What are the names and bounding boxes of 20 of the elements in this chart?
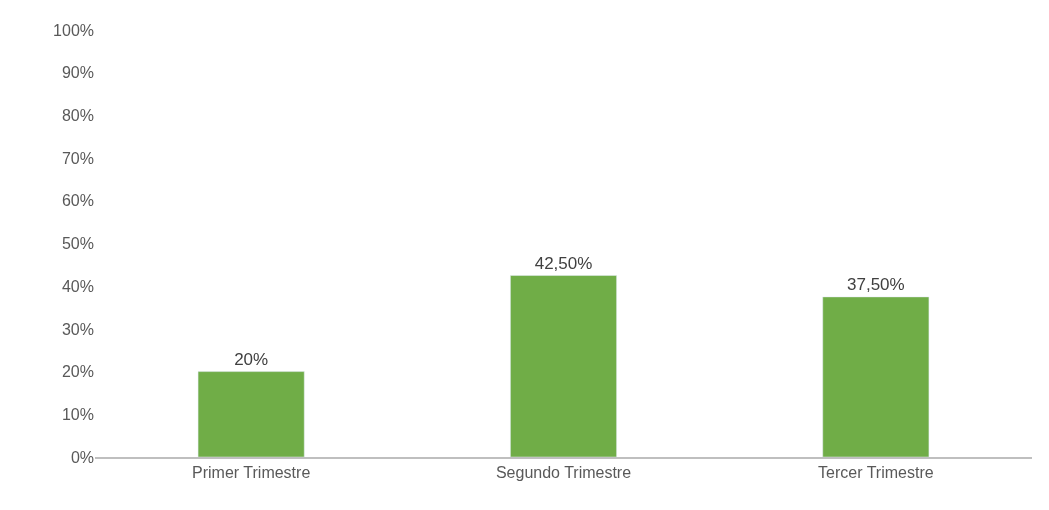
y-tick-label: 10% — [61, 405, 94, 423]
data-label: 42,50% — [534, 253, 593, 273]
x-tick-label: Primer Trimestre — [192, 464, 311, 482]
y-tick-label: 0% — [70, 448, 94, 466]
bar — [822, 296, 930, 457]
y-tick-label: 90% — [61, 64, 94, 82]
y-tick-label: 100% — [53, 21, 94, 39]
y-tick-label: 50% — [61, 235, 94, 253]
bar — [197, 371, 305, 457]
y-tick-label: 80% — [61, 107, 94, 124]
data-label: 20% — [234, 349, 269, 369]
y-tick-label: 70% — [61, 149, 94, 167]
y-tick-label: 60% — [61, 192, 94, 210]
x-tick-label: Tercer Trimestre — [818, 464, 934, 482]
bar — [510, 275, 617, 457]
data-label: 37,50% — [847, 274, 905, 294]
y-tick-label: 30% — [61, 320, 94, 338]
y-tick-label: 20% — [61, 363, 94, 381]
x-tick-label: Segundo Trimestre — [495, 464, 632, 482]
y-tick-label: 40% — [61, 277, 94, 295]
